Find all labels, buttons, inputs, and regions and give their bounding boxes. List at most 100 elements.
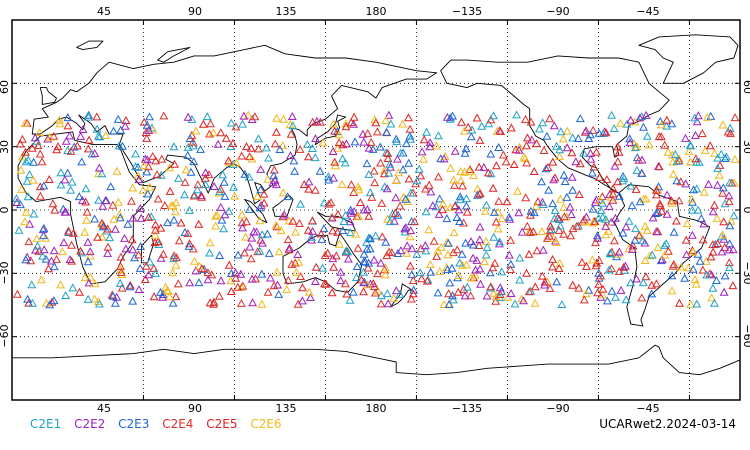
observation-marker: [538, 199, 548, 208]
observation-marker: [287, 259, 297, 268]
observation-marker: [17, 134, 27, 143]
observation-marker: [442, 214, 452, 223]
observation-marker: [448, 295, 458, 304]
observation-marker: [150, 238, 160, 247]
observation-marker: [211, 211, 221, 220]
observation-marker: [243, 110, 253, 119]
observation-marker: [209, 181, 219, 190]
observation-marker: [208, 128, 218, 137]
observation-marker: [598, 284, 608, 293]
observation-marker: [477, 121, 487, 130]
observation-marker: [128, 213, 138, 222]
observation-marker: [138, 185, 148, 194]
observation-marker: [693, 205, 703, 214]
observation-marker: [544, 231, 554, 240]
observation-marker: [28, 175, 38, 184]
coast-north-america: [440, 55, 670, 194]
observation-marker: [269, 281, 279, 290]
observation-marker: [236, 298, 246, 307]
observation-marker: [97, 169, 107, 178]
observation-marker: [697, 128, 707, 137]
observation-marker: [475, 135, 485, 144]
observation-marker: [351, 272, 361, 281]
observation-marker: [663, 246, 673, 255]
observation-marker: [364, 143, 374, 152]
observation-marker: [296, 199, 305, 208]
observation-marker: [431, 202, 441, 211]
observation-marker: [598, 198, 608, 207]
observation-marker: [213, 139, 223, 148]
observation-marker: [323, 172, 333, 181]
observation-marker: [116, 125, 126, 134]
observation-marker: [581, 217, 591, 226]
observation-marker: [44, 174, 54, 183]
observation-marker: [128, 183, 138, 192]
observation-marker: [584, 285, 594, 294]
left-axis-label-0: 0: [0, 207, 11, 214]
observation-marker: [391, 134, 401, 143]
observation-marker: [41, 298, 51, 307]
observation-marker: [691, 154, 701, 163]
observation-marker: [169, 215, 179, 224]
observation-marker: [637, 155, 647, 164]
observation-marker: [504, 250, 514, 259]
observation-marker: [624, 216, 634, 225]
observation-marker: [486, 115, 496, 124]
observation-marker: [211, 221, 221, 230]
observation-marker: [318, 263, 328, 272]
observation-marker: [490, 258, 500, 267]
observation-marker: [421, 246, 431, 255]
observation-marker: [28, 298, 37, 307]
observation-marker: [455, 258, 465, 267]
observation-marker: [401, 223, 411, 232]
observation-marker: [35, 149, 45, 158]
observation-marker: [648, 213, 658, 222]
observation-marker: [468, 253, 478, 262]
observation-marker: [481, 200, 491, 209]
observation-marker: [341, 122, 351, 131]
observation-marker: [183, 142, 193, 151]
observation-marker: [30, 133, 40, 142]
observation-marker: [77, 195, 87, 204]
observation-marker: [55, 119, 65, 128]
observation-marker: [448, 248, 458, 257]
observation-marker: [270, 139, 280, 148]
observation-marker: [384, 110, 394, 119]
observation-marker: [476, 279, 485, 288]
observation-marker: [23, 294, 33, 303]
observation-marker: [481, 236, 491, 245]
observation-marker: [381, 115, 391, 124]
observation-marker: [74, 192, 84, 201]
observation-marker: [139, 161, 149, 170]
observation-marker: [422, 276, 432, 285]
observation-marker: [94, 299, 104, 308]
observation-marker: [256, 185, 266, 194]
observation-marker: [363, 128, 373, 137]
coast-britain: [39, 87, 57, 105]
observation-marker: [668, 261, 678, 270]
observation-marker: [647, 250, 657, 259]
observation-marker: [625, 138, 635, 147]
observation-marker: [197, 264, 207, 273]
observation-marker: [653, 242, 663, 251]
observation-marker: [641, 272, 651, 281]
observation-marker: [398, 165, 408, 174]
observation-marker: [384, 247, 394, 256]
observation-marker: [537, 177, 546, 186]
legend-item-c2e2: C2E2: [74, 417, 106, 431]
observation-marker: [194, 278, 204, 287]
observation-marker: [472, 255, 482, 264]
observation-marker: [524, 227, 534, 236]
observation-marker: [519, 296, 528, 305]
observation-marker: [136, 213, 146, 222]
observation-marker: [82, 207, 92, 216]
observation-marker: [707, 270, 717, 279]
observation-marker: [461, 238, 471, 247]
observation-marker: [530, 282, 540, 291]
observation-marker: [720, 242, 730, 251]
observation-marker: [381, 270, 390, 279]
legend-item-c2e3: C2E3: [118, 417, 150, 431]
observation-marker: [360, 257, 370, 266]
observation-marker: [131, 149, 141, 158]
